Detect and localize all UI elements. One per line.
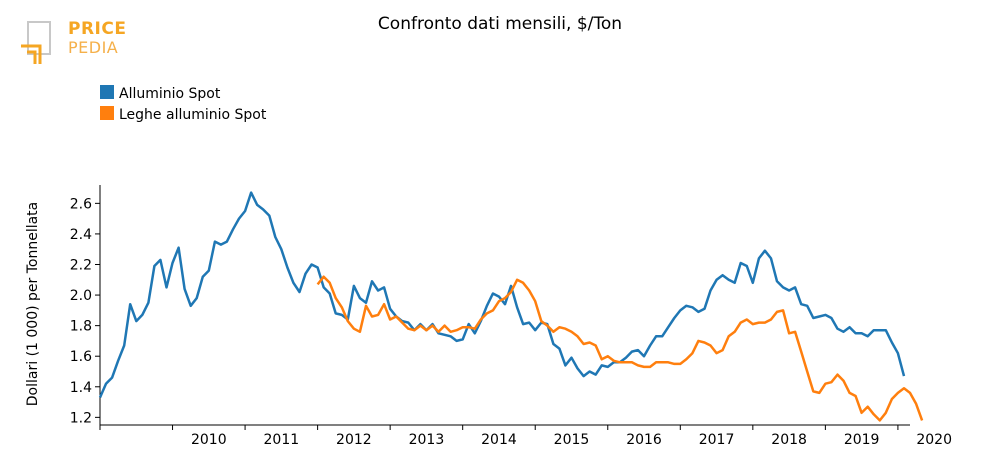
y-tick-label: 1.8 <box>70 319 92 335</box>
x-tick-label: 2012 <box>336 432 372 448</box>
y-tick-label: 2.4 <box>70 227 92 243</box>
y-tick-label: 2.2 <box>70 257 92 273</box>
y-tick-label: 1.2 <box>70 410 92 426</box>
y-tick-label: 1.6 <box>70 349 92 365</box>
x-tick-label: 2020 <box>916 432 952 448</box>
x-axis-ticks: 2010 2011 2012 2013 2014 2015 2016 2017 2018 2019… <box>99 425 952 448</box>
x-tick-label: 2018 <box>771 432 807 448</box>
legend-label-alluminio: Alluminio Spot <box>119 86 221 102</box>
logo-text-pedia: PEDIA <box>68 38 119 57</box>
pricepedia-logo-mark <box>21 21 51 64</box>
x-tick-label: 2015 <box>554 432 590 448</box>
pricepedia-logo: PRICE PEDIA <box>20 20 130 70</box>
series-lines <box>98 191 924 422</box>
legend-swatch-leghe <box>100 106 114 120</box>
y-axis-label: Dollari (1 000) per Tonnellata <box>25 202 41 406</box>
x-tick-label: 2011 <box>264 432 300 448</box>
series-line-leghe-alluminio-spot <box>316 275 924 422</box>
y-tick-label: 2.0 <box>70 288 92 304</box>
x-tick-label: 2013 <box>409 432 445 448</box>
logo-text-price: PRICE <box>68 19 127 39</box>
legend: Alluminio Spot Leghe alluminio Spot <box>100 85 267 123</box>
x-tick-label: 2019 <box>844 432 880 448</box>
x-tick-label: 2010 <box>191 432 227 448</box>
x-tick-label: 2017 <box>699 432 735 448</box>
y-tick-label: 2.6 <box>70 196 92 212</box>
series-line-alluminio-spot <box>98 191 906 398</box>
x-tick-label: 2016 <box>626 432 662 448</box>
legend-label-leghe: Leghe alluminio Spot <box>119 107 267 123</box>
x-tick-label: 2014 <box>481 432 517 448</box>
legend-swatch-alluminio <box>100 85 114 99</box>
y-axis-ticks: 1.2 1.4 1.6 1.8 2.0 2.2 2.4 2.6 <box>70 196 100 426</box>
y-tick-label: 1.4 <box>70 380 92 396</box>
chart-title: Confronto dati mensili, $/Ton <box>378 14 622 34</box>
